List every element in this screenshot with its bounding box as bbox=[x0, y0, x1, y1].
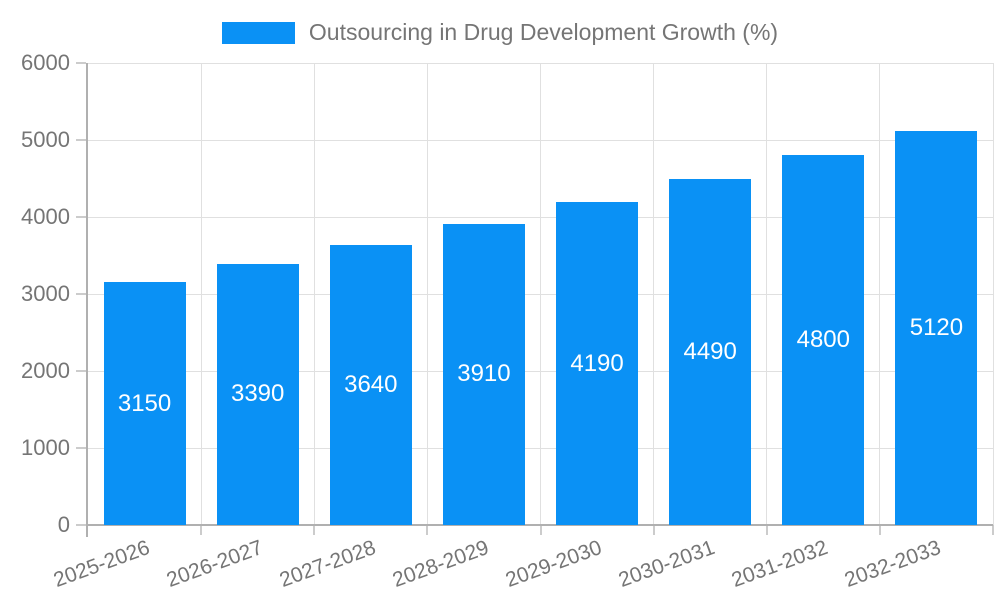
y-axis-tick bbox=[76, 524, 86, 526]
y-axis-label: 2000 bbox=[21, 358, 70, 383]
chart-legend: Outsourcing in Drug Development Growth (… bbox=[0, 19, 1000, 46]
bar[interactable]: 3150 bbox=[103, 282, 186, 525]
bar-value-label: 3150 bbox=[117, 389, 172, 417]
bar[interactable]: 3390 bbox=[216, 263, 299, 525]
bar-value-label: 4800 bbox=[796, 326, 850, 354]
bar[interactable]: 4190 bbox=[556, 202, 639, 525]
bar-value-label: 3390 bbox=[230, 380, 285, 408]
y-axis-label: 5000 bbox=[21, 127, 70, 152]
gridline-vertical bbox=[992, 63, 994, 525]
x-axis-tick bbox=[765, 525, 768, 535]
legend-swatch bbox=[221, 21, 295, 44]
y-axis-tick bbox=[76, 62, 86, 64]
gridline-vertical bbox=[200, 63, 202, 525]
x-axis-tick bbox=[426, 525, 429, 535]
x-axis-tick bbox=[200, 525, 203, 535]
legend-label: Outsourcing in Drug Development Growth (… bbox=[308, 19, 779, 45]
y-axis-tick bbox=[76, 370, 86, 372]
bar-value-label: 4490 bbox=[683, 338, 737, 366]
gridline-vertical bbox=[879, 63, 881, 525]
x-axis-tick bbox=[313, 525, 316, 535]
x-axis-line bbox=[88, 524, 993, 526]
x-axis-tick bbox=[878, 525, 881, 535]
gridline-vertical bbox=[766, 63, 768, 525]
y-axis-label: 4000 bbox=[21, 204, 70, 229]
x-axis-tick bbox=[539, 525, 542, 535]
x-axis-tick bbox=[992, 525, 994, 535]
y-axis-tick bbox=[76, 293, 86, 295]
gridline-vertical bbox=[426, 63, 428, 525]
bar[interactable]: 3640 bbox=[329, 244, 412, 525]
bar[interactable]: 4490 bbox=[669, 179, 752, 525]
y-axis-label: 1000 bbox=[21, 435, 70, 460]
y-axis-line bbox=[86, 63, 88, 537]
x-axis-tick bbox=[652, 525, 655, 535]
y-axis-label: 6000 bbox=[21, 50, 70, 75]
gridline-vertical bbox=[540, 63, 541, 525]
y-axis-tick bbox=[76, 447, 86, 449]
y-axis-tick bbox=[76, 139, 86, 141]
y-axis-tick bbox=[76, 216, 86, 218]
bar-value-label: 4190 bbox=[570, 349, 624, 377]
gridline-vertical bbox=[653, 63, 655, 525]
bar[interactable]: 3910 bbox=[442, 223, 525, 525]
bar[interactable]: 5120 bbox=[895, 130, 978, 525]
bar-value-label: 3910 bbox=[457, 360, 511, 388]
gridline-vertical bbox=[313, 63, 315, 525]
bar-value-label: 5120 bbox=[909, 313, 964, 341]
bar-value-label: 3640 bbox=[344, 370, 398, 398]
y-axis-label: 0 bbox=[57, 512, 70, 537]
bar[interactable]: 4800 bbox=[782, 155, 865, 525]
y-axis-label: 3000 bbox=[21, 281, 70, 306]
